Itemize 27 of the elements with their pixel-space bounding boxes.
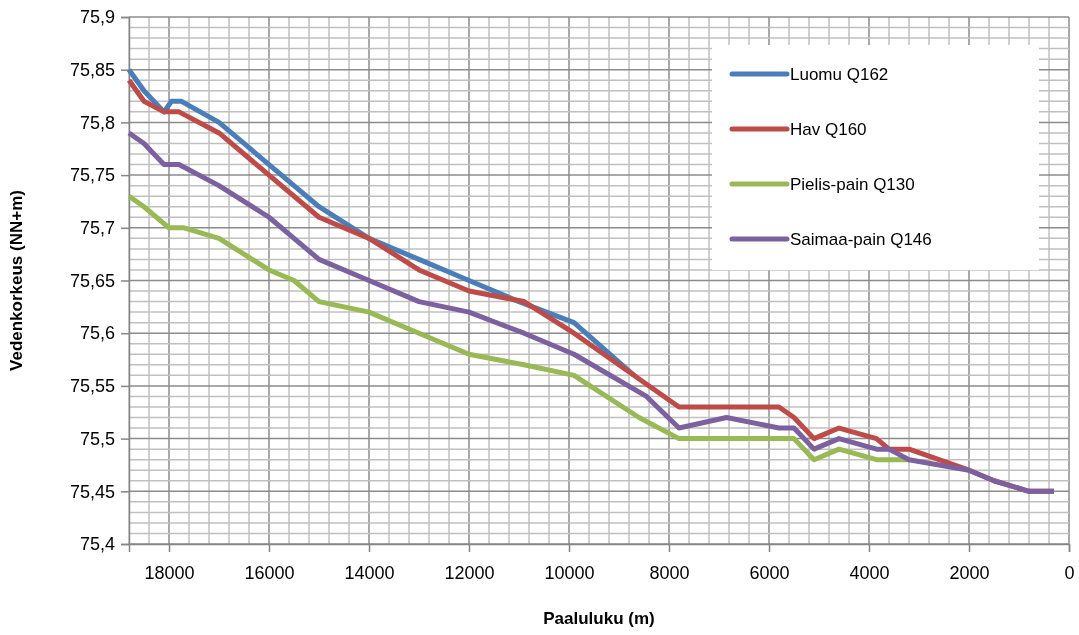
x-tick-label: 16000 (244, 562, 295, 583)
legend-label: Pielis-pain Q130 (790, 175, 915, 194)
x-tick-label: 18000 (144, 562, 195, 583)
x-tick-label: 6000 (749, 562, 790, 583)
y-axis-title: Vedenkorkeus (NN+m) (7, 190, 26, 371)
y-tick-label: 75,4 (79, 534, 115, 555)
legend-label: Saimaa-pain Q146 (790, 230, 932, 249)
y-tick-label: 75,7 (79, 218, 115, 239)
x-axis-title: Paaluluku (m) (543, 609, 655, 628)
x-tick-label: 12000 (444, 562, 495, 583)
x-tick-label: 0 (1064, 562, 1075, 583)
x-tick-label: 4000 (849, 562, 890, 583)
x-tick-label: 2000 (949, 562, 990, 583)
y-tick-label: 75,45 (69, 481, 115, 502)
x-tick-label: 10000 (544, 562, 595, 583)
y-tick-label: 75,85 (69, 59, 115, 80)
y-tick-label: 75,65 (69, 270, 115, 291)
y-tick-label: 75,6 (79, 323, 115, 344)
y-tick-label: 75,5 (79, 428, 115, 449)
y-tick-label: 75,8 (79, 112, 115, 133)
legend-label: Luomu Q162 (790, 65, 889, 84)
legend-label: Hav Q160 (790, 120, 867, 139)
y-tick-label: 75,55 (69, 376, 115, 397)
y-tick-label: 75,9 (79, 7, 115, 28)
x-tick-label: 14000 (344, 562, 395, 583)
y-tick-label: 75,75 (69, 165, 115, 186)
x-tick-label: 8000 (649, 562, 690, 583)
